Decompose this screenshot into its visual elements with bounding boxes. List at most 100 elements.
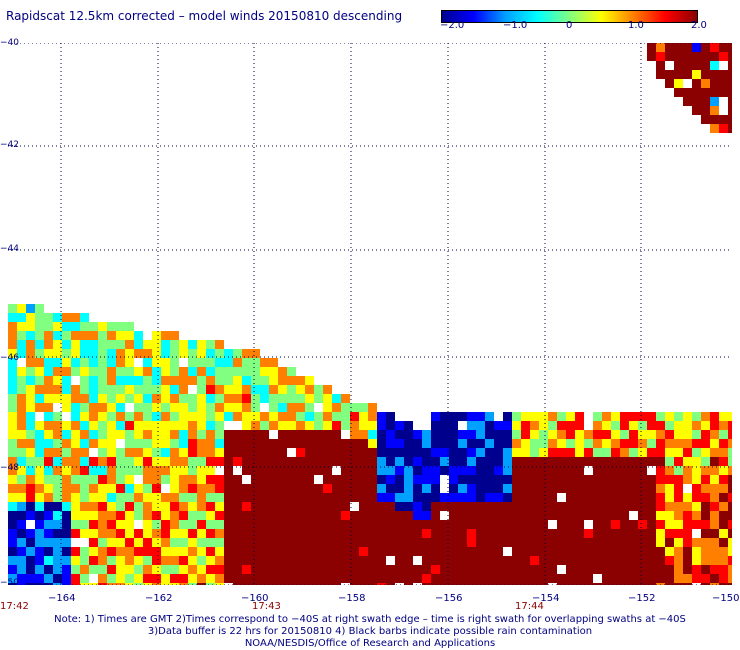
map-cell (251, 556, 260, 565)
map-cell (656, 52, 665, 61)
map-cell (665, 547, 674, 556)
map-cell (287, 421, 296, 430)
map-cell (305, 493, 314, 502)
map-cell (161, 466, 170, 475)
map-cell (80, 403, 89, 412)
map-cell (665, 52, 674, 61)
map-cell (386, 475, 395, 484)
map-cell (449, 412, 458, 421)
map-cell (296, 394, 305, 403)
map-cell (377, 430, 386, 439)
map-cell (242, 547, 251, 556)
map-cell (188, 583, 197, 585)
map-cell (278, 412, 287, 421)
map-cell (521, 520, 530, 529)
map-cell (548, 412, 557, 421)
map-cell (26, 493, 35, 502)
map-cell (638, 493, 647, 502)
map-cell (530, 448, 539, 457)
map-cell (440, 556, 449, 565)
map-cell (503, 448, 512, 457)
map-cell (620, 565, 629, 574)
map-cell (503, 538, 512, 547)
map-cell (35, 475, 44, 484)
map-cell (719, 97, 728, 106)
map-cell (728, 88, 732, 97)
map-cell (350, 466, 359, 475)
map-cell (404, 511, 413, 520)
map-cell (242, 439, 251, 448)
map-cell (647, 430, 656, 439)
map-cell (359, 556, 368, 565)
map-cell (323, 439, 332, 448)
map-cell (539, 520, 548, 529)
map-cell (647, 583, 656, 585)
map-cell (584, 511, 593, 520)
map-cell (719, 115, 728, 124)
map-cell (458, 493, 467, 502)
map-cell (62, 502, 71, 511)
map-cell (611, 547, 620, 556)
map-cell (251, 349, 260, 358)
map-cell (584, 421, 593, 430)
map-cell (368, 574, 377, 583)
map-cell (449, 520, 458, 529)
map-cell (35, 421, 44, 430)
map-cell (287, 367, 296, 376)
map-cell (494, 421, 503, 430)
map-cell (377, 466, 386, 475)
map-cell (476, 439, 485, 448)
map-cell (602, 439, 611, 448)
map-cell (359, 403, 368, 412)
map-cell (611, 556, 620, 565)
map-cell (269, 520, 278, 529)
map-cell (134, 502, 143, 511)
map-cell (125, 331, 134, 340)
map-cell (134, 358, 143, 367)
map-cell (188, 556, 197, 565)
map-cell (521, 574, 530, 583)
map-cell (233, 520, 242, 529)
map-cell (620, 412, 629, 421)
map-cell (260, 466, 269, 475)
map-cell (323, 502, 332, 511)
map-cell (206, 421, 215, 430)
map-cell (134, 529, 143, 538)
map-cell (98, 502, 107, 511)
map-cell (557, 412, 566, 421)
map-cell (719, 61, 728, 70)
map-cell (386, 448, 395, 457)
map-cell (485, 574, 494, 583)
map-cell (440, 448, 449, 457)
map-cell (467, 466, 476, 475)
map-cell (89, 385, 98, 394)
map-cell (143, 439, 152, 448)
map-cell (134, 430, 143, 439)
map-cell (179, 529, 188, 538)
map-cell (539, 421, 548, 430)
map-cell (215, 502, 224, 511)
map-cell (80, 574, 89, 583)
map-cell (224, 457, 233, 466)
map-cell (647, 439, 656, 448)
map-cell (656, 583, 665, 585)
map-cell (566, 583, 575, 585)
map-cell (260, 529, 269, 538)
map-cell (125, 511, 134, 520)
map-cell (395, 430, 404, 439)
map-cell (125, 556, 134, 565)
map-cell (341, 565, 350, 574)
map-cell (710, 556, 719, 565)
map-cell (566, 547, 575, 556)
map-cell (98, 484, 107, 493)
map-cell (476, 529, 485, 538)
map-cell (485, 430, 494, 439)
map-cell (278, 475, 287, 484)
map-cell (350, 565, 359, 574)
map-cell (80, 457, 89, 466)
map-cell (71, 556, 80, 565)
map-cell (296, 520, 305, 529)
map-cell (422, 565, 431, 574)
map-cell (728, 124, 732, 133)
map-cell (89, 448, 98, 457)
